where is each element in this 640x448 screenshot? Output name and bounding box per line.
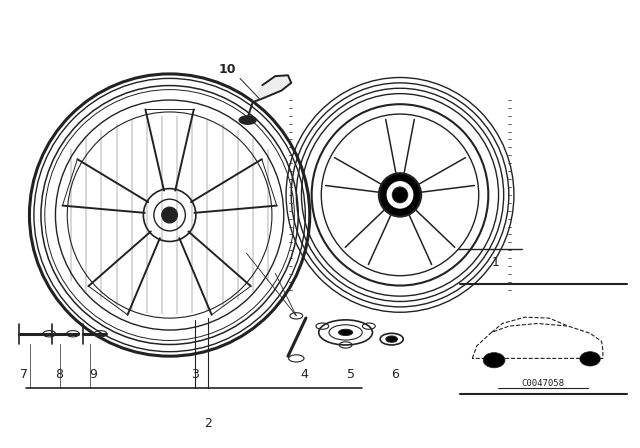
Text: 10: 10 — [218, 63, 236, 76]
Text: 2: 2 — [204, 417, 212, 430]
Circle shape — [580, 352, 600, 366]
Ellipse shape — [162, 207, 177, 223]
Text: C0047058: C0047058 — [521, 379, 564, 388]
Text: 4: 4 — [300, 367, 308, 381]
Text: 9: 9 — [89, 367, 97, 381]
Text: 7: 7 — [20, 367, 28, 381]
Text: 6: 6 — [392, 367, 399, 381]
Ellipse shape — [339, 329, 353, 336]
Ellipse shape — [379, 173, 421, 216]
Ellipse shape — [239, 116, 256, 124]
Circle shape — [483, 353, 505, 368]
Polygon shape — [253, 75, 291, 102]
Text: 5: 5 — [347, 367, 355, 381]
Text: 3: 3 — [191, 367, 199, 381]
Text: 1: 1 — [492, 255, 500, 269]
Ellipse shape — [387, 181, 413, 209]
Ellipse shape — [386, 336, 397, 342]
Text: 8: 8 — [55, 367, 63, 381]
Ellipse shape — [392, 187, 408, 203]
